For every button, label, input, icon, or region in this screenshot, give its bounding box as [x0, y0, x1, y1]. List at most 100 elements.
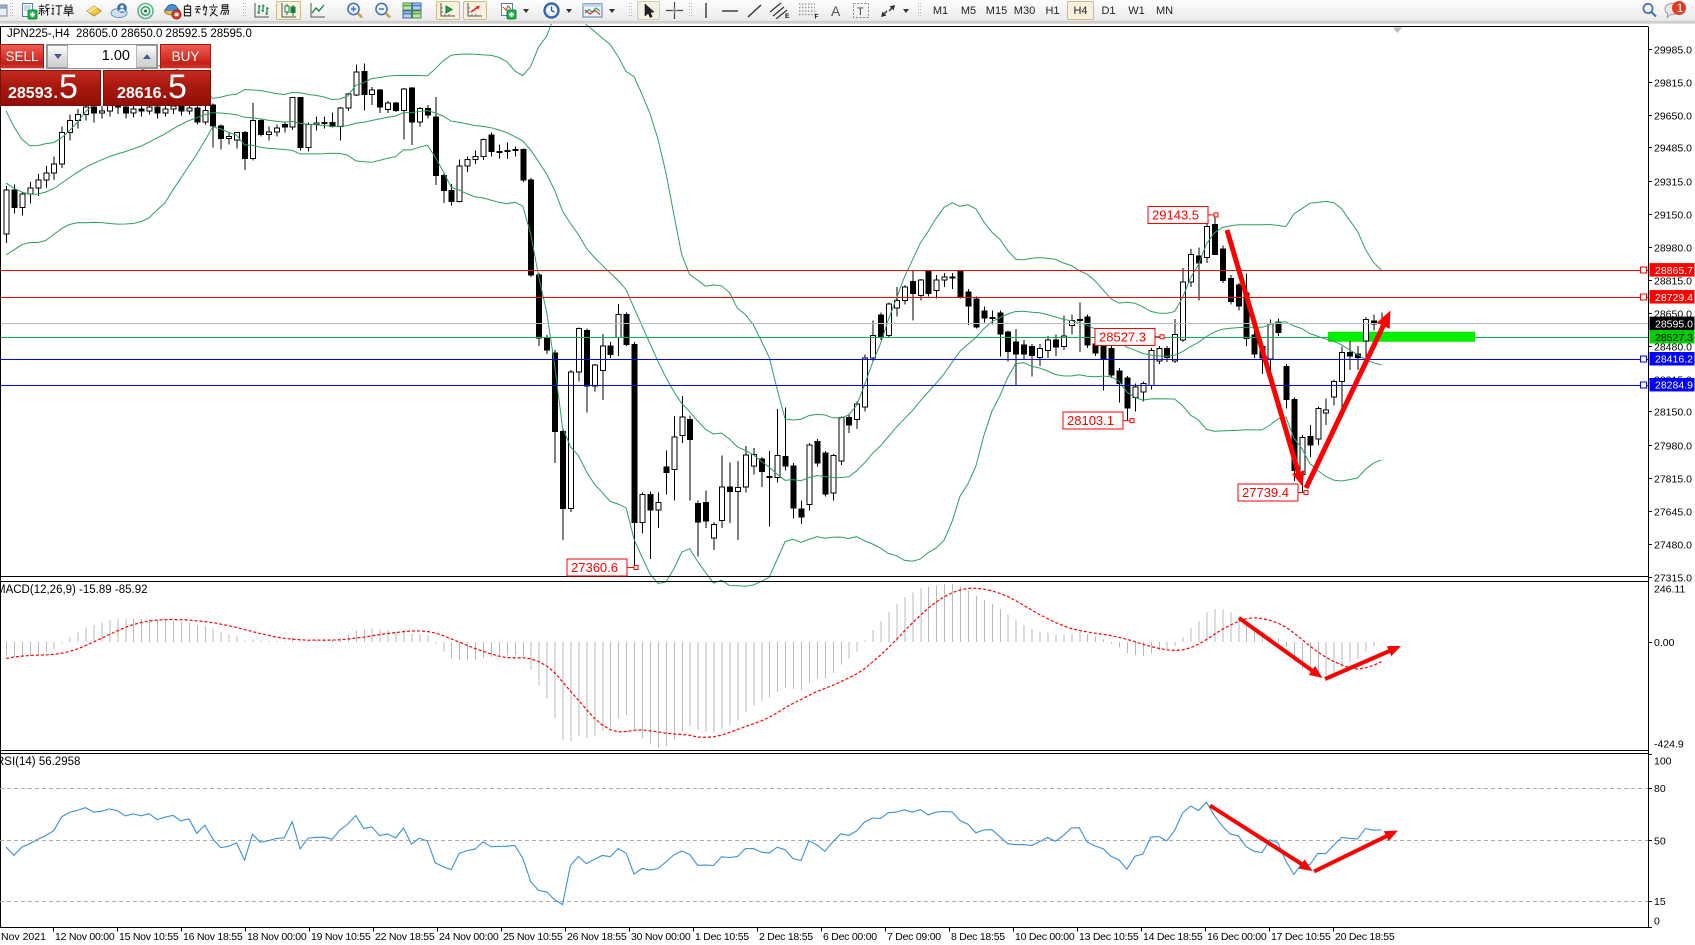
tf-button-d1[interactable]: D1: [1095, 1, 1122, 20]
annotation-price-label[interactable]: 29143.5: [1147, 205, 1219, 224]
hline-handle[interactable]: [1640, 355, 1647, 363]
volume-increase-button[interactable]: [136, 45, 157, 68]
support-zone-rectangle[interactable]: [1328, 331, 1475, 342]
indicators-dropdown-caret[interactable]: [521, 1, 531, 20]
broadcast-icon[interactable]: [134, 1, 156, 20]
trend-arrow-main[interactable]: [1224, 229, 1305, 487]
rsi-axis-label: 100: [1654, 756, 1672, 768]
chart-shift-marker[interactable]: [1393, 27, 1402, 34]
candle: [353, 64, 360, 96]
hline-handle[interactable]: [1640, 266, 1647, 274]
hline-handle[interactable]: [1640, 293, 1647, 301]
auto-scroll-icon[interactable]: [436, 1, 460, 20]
svg-text:29143.5[interactable]: 29143.5: [1152, 207, 1199, 222]
bollinger-lower-band: [5, 126, 1382, 587]
toolbar-grip[interactable]: [918, 3, 921, 18]
zoom-out-icon[interactable]: [371, 1, 395, 20]
indicators-add-icon[interactable]: [497, 1, 519, 20]
bar-chart-mode-icon[interactable]: [251, 1, 273, 20]
periods-clock-icon[interactable]: [540, 1, 562, 20]
svg-text:28527.3[interactable]: 28527.3: [1099, 329, 1146, 344]
tf-button-m5[interactable]: M5: [955, 1, 982, 20]
annotation-price-label[interactable]: 28103.1: [1062, 411, 1135, 430]
price-axis-label: 28980.0: [1654, 243, 1692, 255]
trend-arrows: [1208, 229, 1401, 874]
templates-icon[interactable]: [580, 1, 604, 20]
tile-windows-icon[interactable]: [399, 1, 424, 20]
annotation-price-label[interactable]: 28527.3: [1094, 327, 1165, 346]
svg-text:27360.6[interactable]: 27360.6: [571, 560, 618, 575]
candle: [138, 105, 145, 117]
horizontal-line-tool-icon[interactable]: [720, 1, 740, 20]
bid-price-display[interactable]: 28593. 5: [0, 70, 101, 106]
trend-arrow-macd[interactable]: [1237, 616, 1323, 678]
candle: [1021, 340, 1028, 360]
time-axis-label: 26 Nov 18:55: [567, 931, 627, 943]
equidistant-channel-tool-icon[interactable]: E: [768, 1, 792, 20]
chart-shift-icon[interactable]: [463, 1, 487, 20]
volume-input[interactable]: 1.00: [101, 48, 130, 64]
zoom-in-icon[interactable]: [343, 1, 367, 20]
svg-text:A: A: [831, 3, 841, 19]
trend-arrow-rsi[interactable]: [1208, 803, 1313, 872]
templates-dropdown-caret[interactable]: [607, 1, 617, 20]
toolbar-grip[interactable]: [243, 3, 246, 18]
candle: [901, 284, 908, 305]
toolbar-grip[interactable]: [10, 3, 13, 18]
toolbar-grip[interactable]: [629, 3, 632, 18]
toolbar-grip[interactable]: [689, 3, 692, 18]
hline-handle[interactable]: [1640, 381, 1647, 389]
candle: [1005, 330, 1012, 362]
candle: [766, 450, 773, 527]
crosshair-tool-icon[interactable]: [663, 1, 685, 20]
cursor-tool-icon[interactable]: [637, 1, 660, 20]
annotation-price-label[interactable]: 27360.6: [566, 558, 639, 577]
trend-arrow-rsi[interactable]: [1313, 830, 1398, 874]
dropdown-caret-icon: [523, 8, 529, 13]
tf-button-m15[interactable]: M15: [983, 1, 1010, 20]
annotation-price-label[interactable]: 27739.4: [1237, 483, 1309, 502]
volume-decrease-button[interactable]: [47, 45, 68, 68]
community-profile-icon[interactable]: [108, 1, 130, 20]
search-icon[interactable]: [1640, 1, 1658, 20]
trendline-tool-icon[interactable]: [744, 1, 764, 20]
market-watch-icon[interactable]: [84, 1, 104, 20]
candle-chart-mode-icon[interactable]: [276, 1, 301, 20]
tf-button-h4[interactable]: H4: [1067, 1, 1094, 20]
candle: [369, 87, 376, 105]
bid-price-pips: 5: [58, 70, 78, 106]
tf-button-m30[interactable]: M30: [1011, 1, 1038, 20]
vertical-line-tool-icon[interactable]: [696, 1, 716, 20]
new-order-button[interactable]: 新订单: [16, 1, 79, 20]
line-chart-mode-icon[interactable]: [306, 1, 330, 20]
periods-dropdown-caret[interactable]: [564, 1, 574, 20]
candle: [281, 121, 288, 133]
text-tool-icon[interactable]: A: [826, 1, 846, 20]
candle: [981, 306, 988, 323]
tf-button-w1[interactable]: W1: [1123, 1, 1150, 20]
svg-text:27739.4[interactable]: 27739.4: [1242, 485, 1289, 500]
autotrading-button[interactable]: 自动交易: [160, 1, 236, 20]
tf-button-mn[interactable]: MN: [1151, 1, 1178, 20]
price-axis-label: 29150.0: [1654, 210, 1692, 222]
fibonacci-tool-icon[interactable]: F: [797, 1, 821, 20]
arrows-tool-icon[interactable]: [878, 1, 898, 20]
candle: [742, 445, 749, 493]
rsi-axis-label: 80: [1654, 783, 1666, 795]
candle: [19, 191, 26, 216]
svg-text:28103.1[interactable]: 28103.1: [1067, 413, 1114, 428]
notifications-chat-icon[interactable]: 1: [1663, 0, 1687, 20]
candle: [1283, 363, 1290, 409]
trend-arrow-macd[interactable]: [1324, 646, 1401, 681]
candle: [432, 96, 439, 185]
tf-button-m1[interactable]: M1: [927, 1, 954, 20]
tf-button-h1[interactable]: H1: [1039, 1, 1066, 20]
trend-arrow-main[interactable]: [1303, 310, 1391, 490]
ask-price-display[interactable]: 28616. 5: [103, 70, 211, 106]
sell-button[interactable]: SELL: [0, 44, 44, 69]
buy-button[interactable]: BUY: [160, 44, 211, 69]
chart-ohlc-title: JPN225-,H4 28605.0 28650.0 28592.5 28595…: [7, 28, 252, 40]
arrows-dropdown-caret[interactable]: [901, 1, 911, 20]
text-label-tool-icon[interactable]: T: [851, 1, 871, 20]
